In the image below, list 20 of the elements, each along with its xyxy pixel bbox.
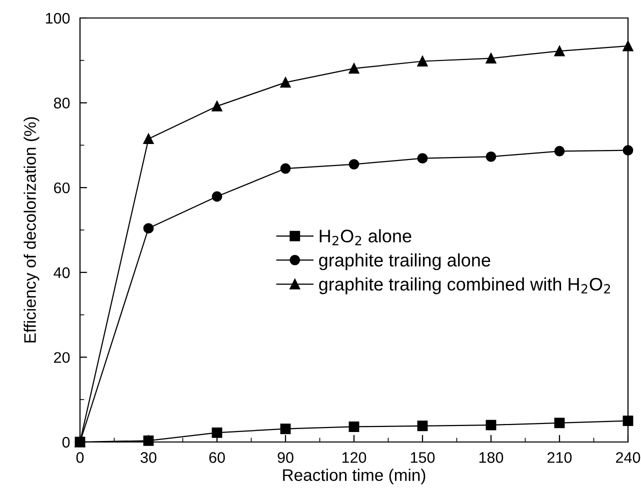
x-axis-title: Reaction time (min) xyxy=(283,468,426,484)
legend-label: H$_{2}$O$_{2}$ alone xyxy=(320,229,412,246)
legend-label: graphite trailing combined with H$_{2}$O$_{2}$ xyxy=(319,277,610,294)
x-tick-label: 120 xyxy=(342,452,366,463)
x-tick-label: 150 xyxy=(410,452,435,463)
x-tick-label: 90 xyxy=(278,452,294,463)
x-tick-label: 60 xyxy=(209,452,225,463)
x-tick-label: 30 xyxy=(140,452,156,463)
y-tick-label: 60 xyxy=(54,182,70,194)
y-tick-label: 0 xyxy=(62,436,70,448)
y-tick-label: 100 xyxy=(46,12,70,24)
y-axis-title: Efficiency of decolorization (%) xyxy=(24,117,40,342)
x-tick-label: 0 xyxy=(76,452,84,463)
x-tick-label: 180 xyxy=(479,452,504,463)
legend-label: graphite trailing alone xyxy=(319,253,490,270)
y-tick-label: 40 xyxy=(54,267,70,278)
y-tick-label: 20 xyxy=(54,352,70,363)
x-tick-label: 210 xyxy=(548,452,572,463)
y-tick-label: 80 xyxy=(54,98,70,108)
x-tick-label: 240 xyxy=(616,452,640,463)
